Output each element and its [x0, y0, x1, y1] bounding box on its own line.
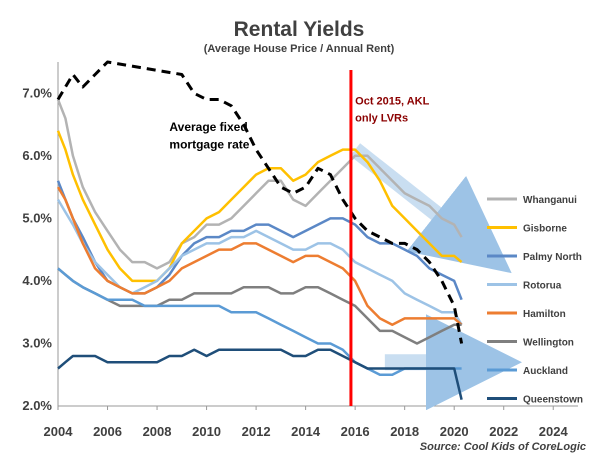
series-line-palmy-north [56, 180, 463, 301]
legend-label: Queenstown [523, 395, 583, 406]
x-tick-label: 2020 [440, 424, 469, 439]
annotation-text: mortgage rate [169, 137, 249, 151]
chart-title: Rental Yields [234, 18, 365, 41]
annotations: Average fixed mortgage rate Oct 2015, AKL o… [169, 96, 429, 152]
x-tick-label: 2010 [192, 424, 221, 439]
series-line-hamilton [56, 186, 463, 326]
y-tick-label: 4.0% [22, 273, 52, 288]
series-line-queenstown [57, 348, 463, 400]
y-tick-label: 2.0% [22, 398, 52, 413]
series-line-rotorua [56, 198, 463, 326]
y-tick-label: 7.0% [22, 85, 52, 100]
source-note: Source: Cool Kids of CoreLogic [420, 441, 586, 453]
y-tick-label: 3.0% [22, 335, 52, 350]
series-line-whanganui [56, 99, 463, 270]
annotation-text: Oct 2015, AKL [355, 96, 429, 108]
x-tick-label: 2004 [44, 424, 74, 439]
y-tick-label: 6.0% [22, 148, 52, 163]
trend-arrow [350, 143, 512, 274]
series-line-auckland [57, 267, 462, 376]
x-tick-label: 2024 [539, 424, 569, 439]
legend-label: Gisborne [523, 224, 567, 235]
legend: Whanganui Gisborne Palmy North Rotorua Hamil… [487, 195, 583, 406]
x-tick-label: 2022 [489, 424, 518, 439]
x-tick-label: 2012 [242, 424, 271, 439]
axes: 2.0% 3.0% 4.0% 5.0% 6.0% 7.0% 2004 2006 2008 2010… [22, 62, 578, 439]
legend-label: Rotorua [523, 281, 562, 292]
legend-label: Whanganui [523, 195, 577, 206]
legend-label: Wellington [523, 338, 574, 349]
trend-arrows [350, 143, 522, 411]
y-tick-label: 5.0% [22, 210, 52, 225]
annotation-text: Average fixed [169, 120, 247, 134]
x-tick-label: 2014 [291, 424, 321, 439]
x-tick-label: 2016 [341, 424, 370, 439]
x-tick-label: 2006 [93, 424, 122, 439]
series-line-wellington [57, 267, 462, 345]
series-line-average-fixed-mortgage-rate [56, 60, 464, 344]
series-line-gisborne [56, 130, 463, 283]
legend-label: Palmy North [523, 252, 582, 263]
legend-label: Hamilton [523, 309, 566, 320]
series-lines [56, 60, 464, 400]
legend-label: Auckland [523, 366, 568, 377]
x-tick-label: 2008 [143, 424, 172, 439]
x-tick-label: 2018 [390, 424, 419, 439]
annotation-text: only LVRs [355, 112, 408, 124]
chart-subtitle: (Average House Price / Annual Rent) [204, 43, 395, 55]
